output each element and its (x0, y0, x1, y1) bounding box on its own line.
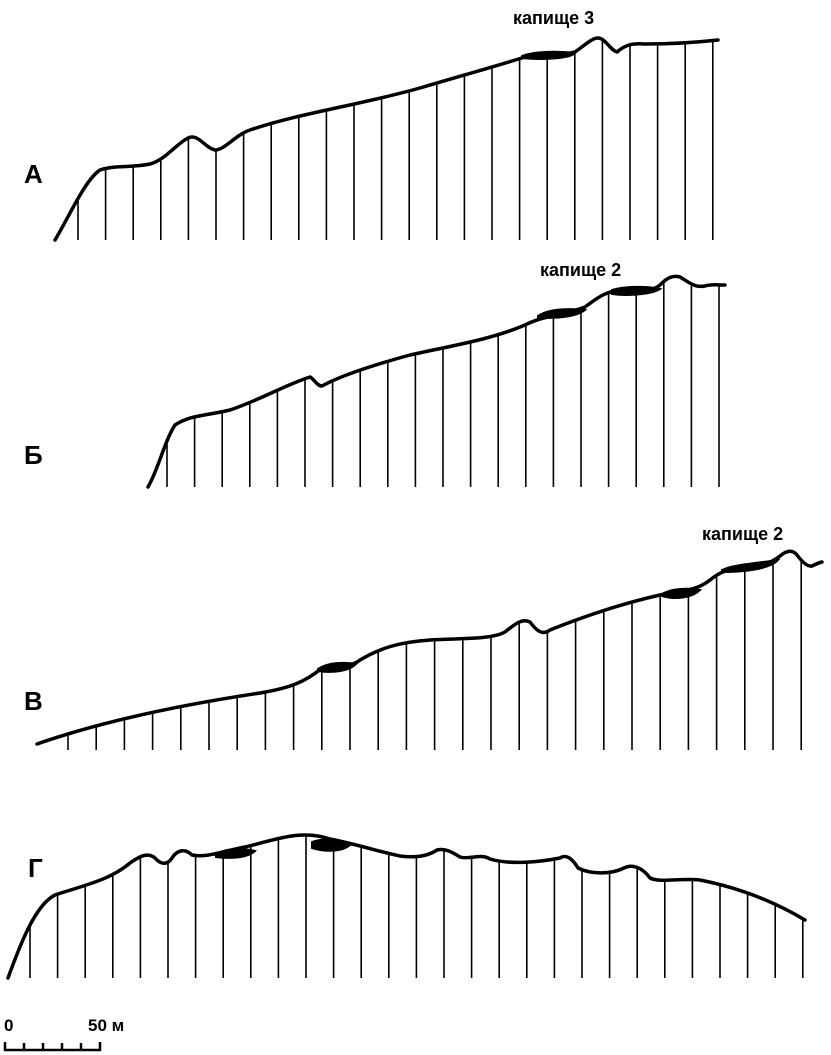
scale-bar-line (3, 1042, 102, 1052)
profile-a-label: А (24, 159, 43, 189)
scale-bar-end-label: 50 м (88, 1016, 124, 1035)
profile-v: В капище 2 (24, 524, 824, 750)
profile-g-mound-1 (215, 848, 257, 859)
profile-v-mound-1 (317, 661, 359, 673)
profile-a-surface (53, 36, 720, 242)
profile-a: А капище 3 (24, 8, 720, 242)
profile-v-label: В (24, 686, 43, 716)
profile-b-sanctuary-mound (611, 285, 663, 296)
profile-b-surface (146, 274, 727, 489)
profile-v-hatching (67, 560, 803, 750)
profile-v-sanctuary-mound (721, 558, 781, 574)
scale-bar: 0 50 м (3, 1016, 124, 1052)
scale-bar-start-label: 0 (4, 1016, 13, 1035)
profile-a-hatching (77, 39, 714, 240)
profile-g-label: Г (28, 853, 43, 883)
profile-g: Г (6, 833, 807, 980)
profile-b: Б капище 2 (24, 260, 727, 489)
profile-a-site-label: капище 3 (513, 8, 594, 28)
scale-bar-ticks (22, 1043, 83, 1050)
profile-v-site-label: капище 2 (702, 524, 783, 544)
profile-a-sanctuary-mound (521, 50, 577, 60)
profile-v-mound-2 (661, 587, 703, 599)
profile-g-mound-2 (311, 838, 352, 852)
profile-g-hatching (29, 835, 804, 978)
profile-g-surface (6, 833, 807, 980)
profile-b-hatching (166, 281, 720, 487)
profile-b-site-label: капище 2 (540, 260, 621, 280)
profile-v-surface (35, 549, 824, 746)
profile-b-mound-1 (537, 308, 588, 320)
profile-b-label: Б (24, 440, 43, 470)
